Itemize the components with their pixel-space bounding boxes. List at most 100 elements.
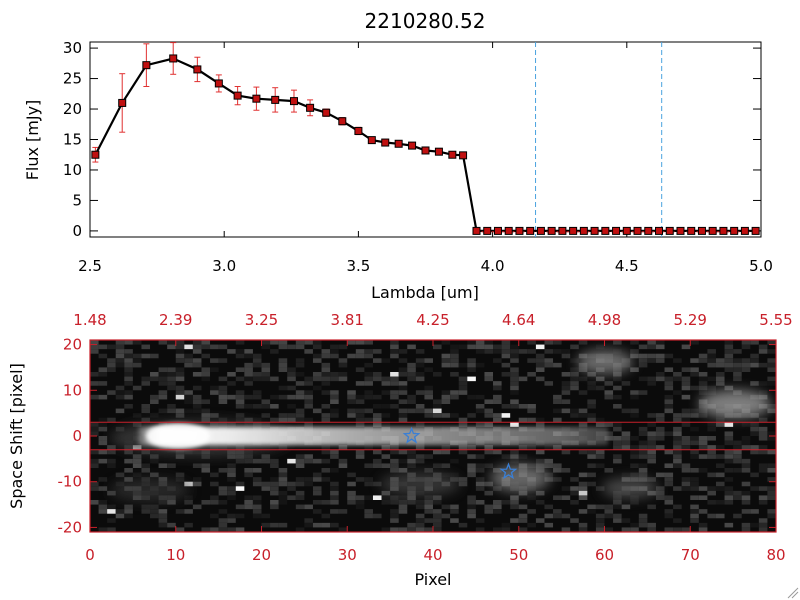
noise-pixel <box>604 468 614 473</box>
noise-pixel <box>330 399 339 404</box>
noise-pixel <box>287 458 296 464</box>
noise-pixel <box>698 436 708 441</box>
noise-pixel <box>638 362 648 368</box>
noise-pixel <box>698 408 708 414</box>
noise-pixel <box>372 404 382 409</box>
noise-pixel <box>647 454 656 459</box>
noise-pixel <box>364 417 373 423</box>
spectrum-plot: 2210280.52 2.5 3.0 3.5 4.0 4.5 5.0 0 5 10 15 20 25… <box>23 9 773 302</box>
noise-pixel <box>698 358 708 363</box>
noise-pixel <box>132 358 142 363</box>
noise-pixel <box>741 495 751 500</box>
noise-pixel <box>664 431 674 436</box>
noise-pixel <box>90 481 99 487</box>
noise-pixel <box>312 486 322 491</box>
noise-pixel <box>604 513 614 519</box>
noise-pixel <box>630 500 639 505</box>
noise-pixel <box>681 527 691 532</box>
noise-pixel <box>167 385 176 391</box>
noise-pixel <box>647 358 656 363</box>
pixel-tick-label: 60 <box>595 546 614 564</box>
noise-pixel <box>647 527 656 532</box>
noise-pixel <box>252 353 262 359</box>
noise-pixel <box>510 358 519 363</box>
noise-pixel <box>381 495 391 500</box>
noise-pixel <box>441 463 451 468</box>
noise-pixel <box>415 404 425 409</box>
resize-grip-icon[interactable] <box>787 587 799 599</box>
noise-pixel <box>527 349 536 354</box>
noise-pixel <box>570 385 579 391</box>
noise-pixel <box>758 362 768 368</box>
noise-pixel <box>655 436 665 441</box>
noise-pixel <box>330 495 339 500</box>
noise-pixel <box>321 477 331 482</box>
noise-pixel <box>630 522 639 528</box>
noise-pixel <box>724 353 734 359</box>
noise-pixel <box>724 367 734 372</box>
noise-pixel <box>433 344 442 350</box>
noise-pixel <box>261 376 271 382</box>
noise-pixel <box>450 458 459 464</box>
x-tick-label: 2.5 <box>78 257 102 275</box>
noise-pixel <box>390 449 399 455</box>
noise-pixel <box>132 422 142 427</box>
noise-pixel <box>381 358 391 363</box>
noise-pixel <box>741 458 751 464</box>
noise-pixel <box>295 527 305 532</box>
noise-pixel <box>758 518 768 523</box>
noise-pixel <box>90 431 99 436</box>
noise-pixel <box>604 436 614 441</box>
noise-pixel <box>690 481 699 487</box>
noise-pixel <box>450 390 459 395</box>
noise-pixel <box>227 518 236 523</box>
wavelength-tick-label: 1.48 <box>73 311 106 329</box>
noise-pixel <box>321 500 331 505</box>
noise-pixel <box>484 445 494 450</box>
noise-pixel <box>218 390 228 395</box>
noise-pixel <box>158 390 168 395</box>
noise-pixel <box>167 408 176 414</box>
noise-pixel <box>218 522 228 528</box>
noise-pixel <box>544 358 554 363</box>
noise-pixel <box>201 344 211 350</box>
noise-pixel <box>278 522 288 528</box>
noise-pixel <box>201 353 211 359</box>
wavelength-tick-label: 4.64 <box>502 311 535 329</box>
noise-pixel <box>698 413 708 418</box>
noise-pixel <box>252 477 262 482</box>
noise-pixel <box>673 458 682 464</box>
noise-pixel <box>484 449 494 455</box>
noise-pixel <box>141 417 151 423</box>
noise-pixel <box>750 449 759 455</box>
noise-pixel <box>115 472 125 478</box>
noise-pixel <box>561 527 571 532</box>
noise-pixel <box>98 372 108 377</box>
noise-pixel <box>295 454 305 459</box>
noise-pixel <box>690 413 699 418</box>
noise-pixel <box>715 463 725 468</box>
noise-pixel <box>715 381 725 386</box>
noise-pixel <box>733 513 742 519</box>
noise-pixel <box>132 458 142 464</box>
noise-pixel <box>690 358 699 363</box>
noise-pixel <box>304 404 313 409</box>
noise-pixel <box>218 376 228 382</box>
noise-pixel <box>98 527 108 532</box>
noise-pixel <box>270 481 279 487</box>
noise-pixel <box>518 504 528 510</box>
noise-pixel <box>184 522 193 528</box>
data-point-marker <box>687 226 696 235</box>
noise-pixel <box>415 454 425 459</box>
noise-pixel <box>390 349 399 354</box>
noise-pixel <box>698 376 708 382</box>
noise-pixel <box>364 340 373 345</box>
noise-pixel <box>638 454 648 459</box>
noise-pixel <box>630 408 639 414</box>
noise-pixel <box>338 376 348 382</box>
noise-pixel <box>355 340 365 345</box>
noise-pixel <box>295 477 305 482</box>
noise-pixel <box>475 362 485 368</box>
noise-pixel <box>90 463 99 468</box>
noise-pixel <box>475 340 485 345</box>
